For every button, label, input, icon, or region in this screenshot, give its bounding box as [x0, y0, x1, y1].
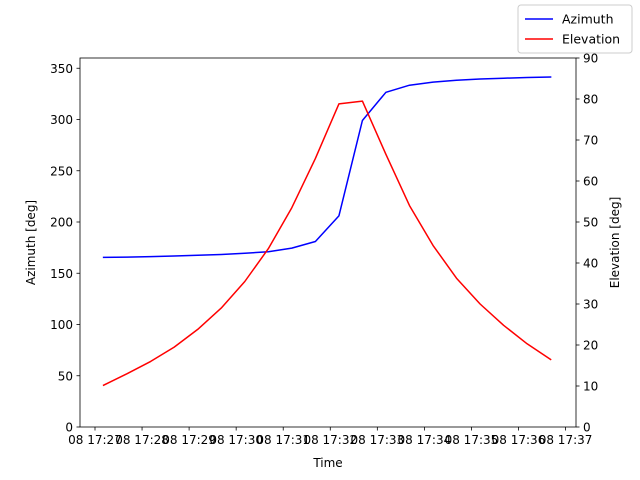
right-y-tick-label: 40	[583, 257, 598, 271]
left-y-tick-label: 50	[58, 369, 73, 383]
right-y-tick-label: 30	[583, 298, 598, 312]
plot-background	[80, 58, 576, 427]
x-tick-label: 08 17:32	[303, 433, 357, 447]
left-y-axis-ticks: 0 50 100 150 200 250 300 350	[50, 62, 80, 435]
legend-label-azimuth: Azimuth	[562, 12, 614, 27]
plot-frame	[79, 57, 577, 428]
x-tick-label: 08 17:36	[492, 433, 546, 447]
x-tick-label: 08 17:37	[539, 433, 593, 447]
right-y-tick-label: 10	[583, 380, 598, 394]
x-tick-label: 08 17:30	[209, 433, 263, 447]
right-y-tick-label: 20	[583, 339, 598, 353]
x-tick-label: 08 17:34	[398, 433, 452, 447]
right-y-tick-label: 80	[583, 93, 598, 107]
left-y-tick-label: 300	[50, 113, 73, 127]
right-y-tick-label: 50	[583, 216, 598, 230]
right-y-axis-ticks: 0 10 20 30 40 50 60 70 80 90	[576, 52, 598, 435]
legend-label-elevation: Elevation	[562, 32, 620, 47]
right-y-tick-label: 60	[583, 175, 598, 189]
left-y-axis-label: Azimuth [deg]	[24, 200, 38, 285]
x-tick-label: 08 17:33	[350, 433, 404, 447]
series-lines	[102, 76, 552, 387]
x-tick-label: 08 17:35	[445, 433, 499, 447]
x-tick-label: 08 17:31	[256, 433, 310, 447]
series-line-elevation	[102, 100, 552, 387]
right-y-tick-label: 70	[583, 134, 598, 148]
left-y-tick-label: 100	[50, 318, 73, 332]
left-y-tick-label: 150	[50, 267, 73, 281]
x-axis-label: Time	[312, 456, 342, 470]
series-line-azimuth	[102, 76, 552, 259]
right-y-axis-label: Elevation [deg]	[608, 197, 622, 289]
right-y-tick-label: 0	[583, 421, 591, 435]
x-tick-label: 08 17:28	[115, 433, 169, 447]
legend: Azimuth Elevation	[517, 4, 633, 54]
right-y-tick-label: 90	[583, 52, 598, 66]
legend-frame	[517, 4, 633, 54]
left-y-tick-label: 200	[50, 216, 73, 230]
x-tick-label: 08 17:27	[68, 433, 122, 447]
left-y-tick-label: 250	[50, 164, 73, 178]
x-tick-label: 08 17:29	[162, 433, 216, 447]
left-y-tick-label: 350	[50, 62, 73, 76]
left-y-tick-label: 0	[65, 421, 73, 435]
